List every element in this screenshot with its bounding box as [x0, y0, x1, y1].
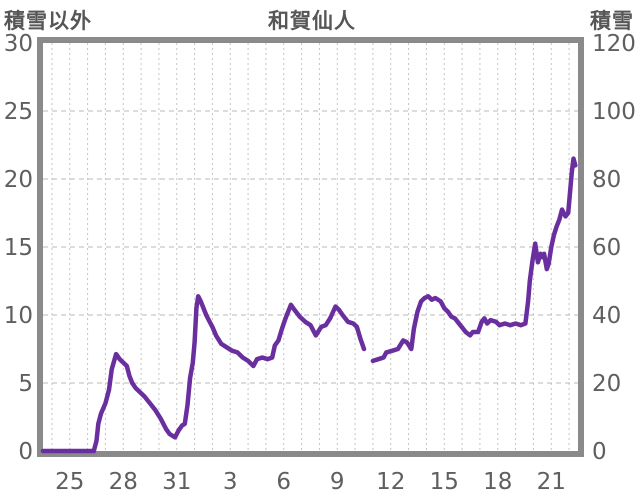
- plot-border: [37, 37, 584, 457]
- right-axis-title: 積雪: [590, 10, 634, 33]
- left-y-tick-label: 25: [4, 99, 33, 125]
- chart-title: 和賀仙人: [268, 10, 356, 33]
- right-y-tick-label: 20: [592, 371, 621, 397]
- x-tick-label: 12: [376, 469, 405, 495]
- right-y-tick-label: 80: [592, 167, 621, 193]
- right-y-tick-label: 100: [592, 99, 636, 125]
- left-axis-title: 積雪以外: [4, 10, 92, 33]
- snow-depth-line: [40, 294, 367, 454]
- right-y-tick-label: 60: [592, 235, 621, 261]
- left-y-tick-label: 20: [4, 167, 33, 193]
- left-y-tick-label: 0: [18, 439, 33, 465]
- x-tick-label: 18: [483, 469, 512, 495]
- left-y-tick-label: 30: [4, 31, 33, 57]
- right-y-tick-label: 40: [592, 303, 621, 329]
- left-y-tick-label: 5: [18, 371, 33, 397]
- x-tick-label: 25: [55, 469, 84, 495]
- x-tick-label: 6: [276, 469, 291, 495]
- left-y-tick-label: 15: [4, 235, 33, 261]
- x-tick-label: 21: [537, 469, 566, 495]
- x-tick-label: 3: [223, 469, 238, 495]
- x-tick-label: 15: [430, 469, 459, 495]
- right-y-tick-label: 120: [592, 31, 636, 57]
- x-tick-label: 9: [330, 469, 345, 495]
- x-tick-label: 31: [162, 469, 191, 495]
- snow-depth-line: [370, 156, 578, 364]
- right-y-tick-label: 0: [592, 439, 607, 465]
- left-y-tick-label: 10: [4, 303, 33, 329]
- x-tick-label: 28: [109, 469, 138, 495]
